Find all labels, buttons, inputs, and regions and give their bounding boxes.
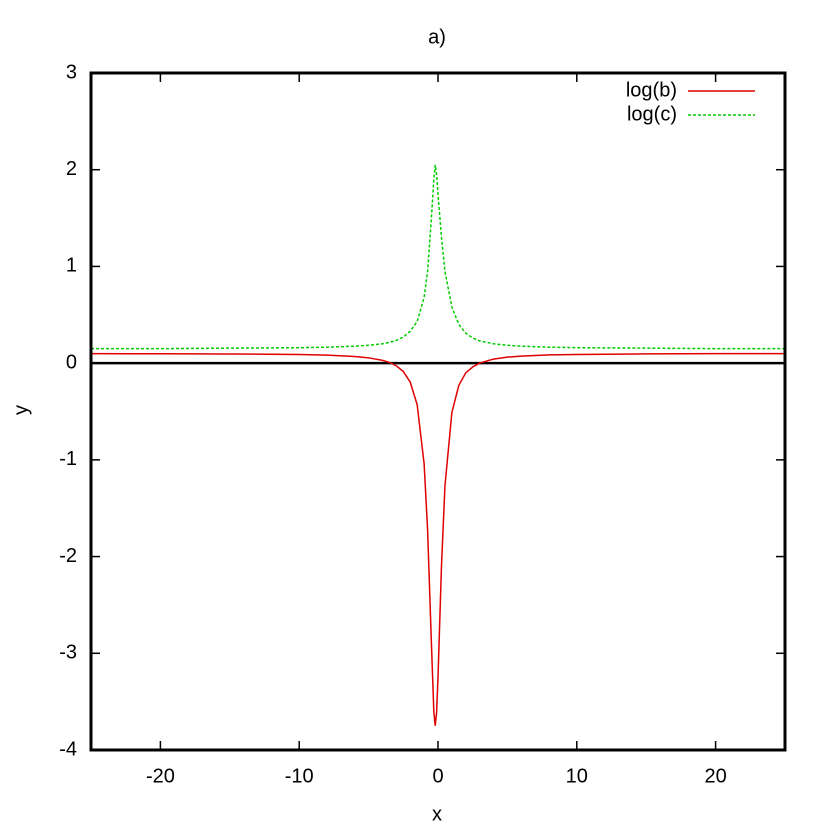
x-tick-label: -10 bbox=[285, 765, 314, 787]
series-line bbox=[90, 352, 785, 726]
x-tick-label: 20 bbox=[704, 765, 726, 787]
y-tick-label: -3 bbox=[59, 642, 77, 664]
y-axis-label: y bbox=[10, 405, 32, 415]
y-tick-label: -1 bbox=[59, 448, 77, 470]
y-tick-label: 1 bbox=[66, 255, 77, 277]
y-tick-label: 3 bbox=[66, 61, 77, 83]
series-line bbox=[91, 164, 785, 350]
x-axis-label: x bbox=[432, 803, 442, 825]
y-tick-label: 0 bbox=[66, 351, 77, 373]
y-tick-label: 2 bbox=[66, 158, 77, 180]
chart-title: a) bbox=[428, 26, 446, 48]
x-tick-label: -20 bbox=[146, 765, 175, 787]
plot-frame bbox=[89, 71, 787, 752]
legend-label: log(c) bbox=[627, 103, 677, 125]
x-tick-label: 0 bbox=[432, 765, 443, 787]
x-tick-label: 10 bbox=[566, 765, 588, 787]
y-tick-label: -4 bbox=[59, 738, 77, 760]
y-tick-label: -2 bbox=[59, 545, 77, 567]
legend-label: log(b) bbox=[626, 79, 677, 101]
